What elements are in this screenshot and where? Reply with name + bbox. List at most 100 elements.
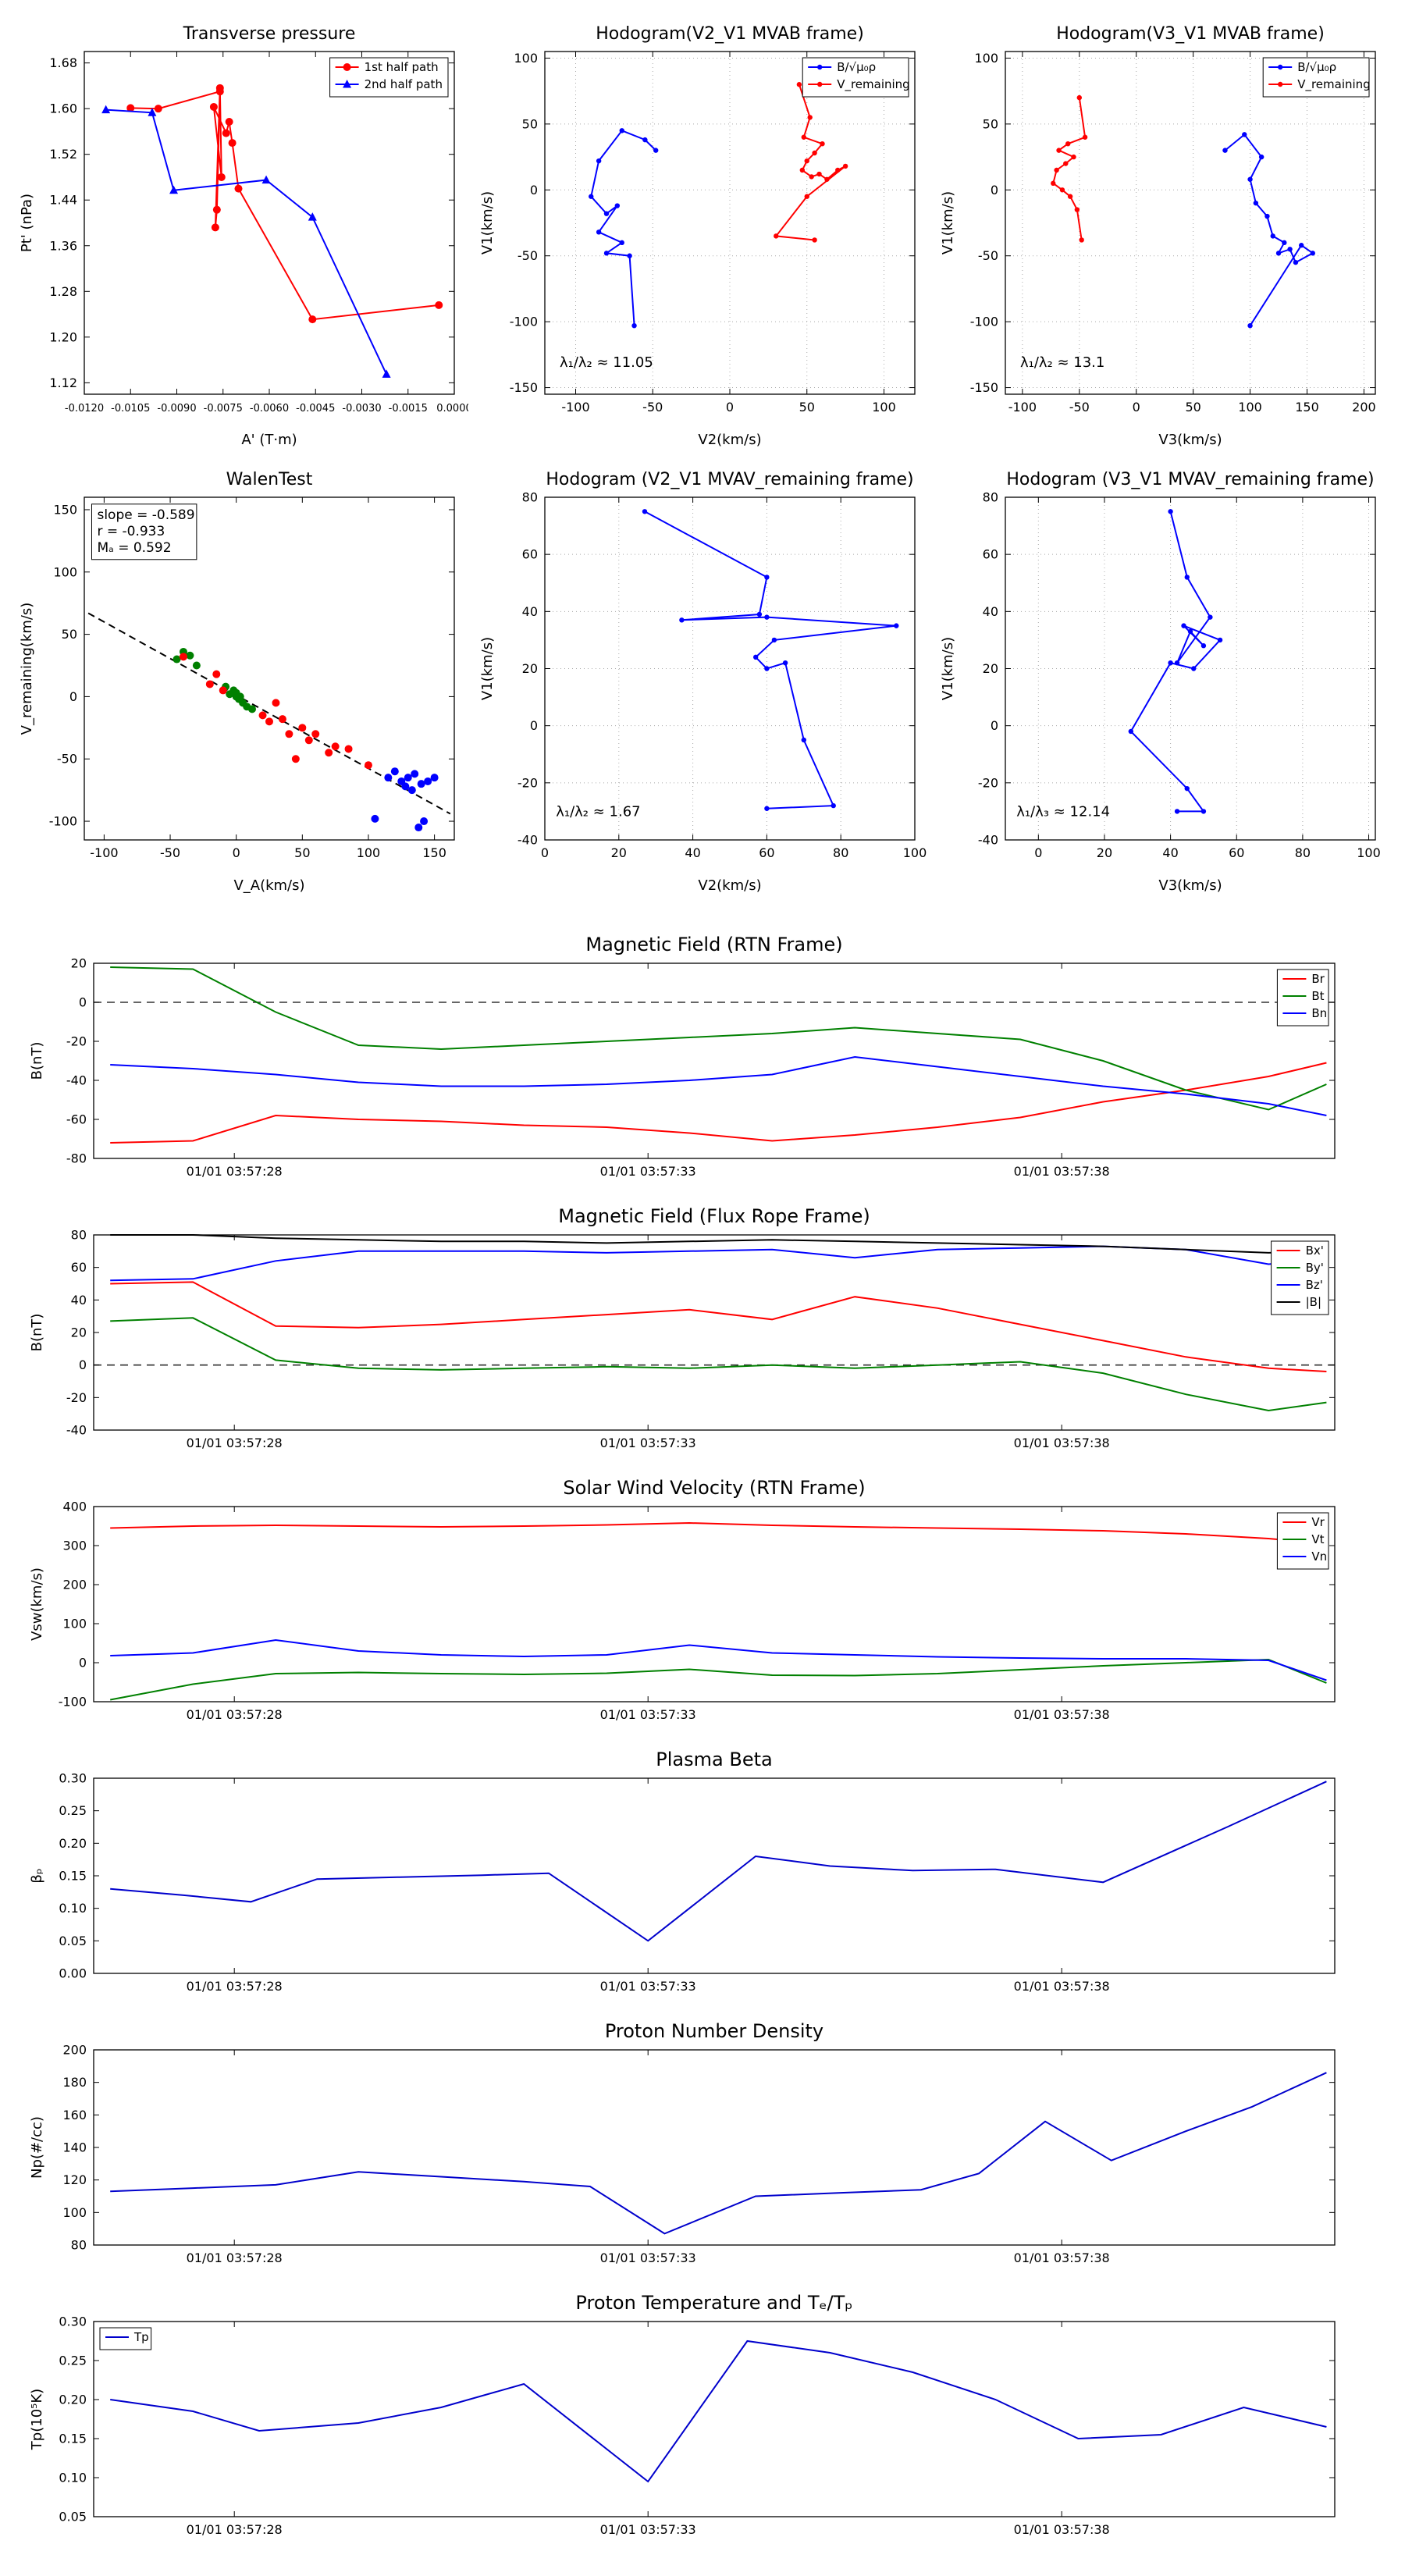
svg-text:-0.0045: -0.0045: [296, 403, 335, 415]
svg-text:100: 100: [514, 51, 538, 66]
svg-text:Vn: Vn: [1311, 1550, 1327, 1564]
svg-text:-50: -50: [57, 752, 77, 767]
svg-text:Tp: Tp: [133, 2330, 149, 2344]
hodogram-v3-v1-mvab-chart: -100 -50 0 50 100 150 200 -150 -100 -50 0 50 100 Hodo…: [937, 14, 1389, 455]
svg-text:-80: -80: [66, 1151, 87, 1166]
svg-text:Transverse pressure: Transverse pressure: [183, 24, 356, 44]
svg-text:Vr: Vr: [1311, 1515, 1325, 1529]
svg-text:60: 60: [1229, 845, 1244, 860]
svg-text:WalenTest: WalenTest: [226, 470, 313, 489]
svg-text:Plasma Beta: Plasma Beta: [656, 1749, 772, 1770]
svg-text:40: 40: [522, 604, 538, 619]
svg-text:0.20: 0.20: [59, 2393, 87, 2407]
svg-text:V2(km/s): V2(km/s): [698, 877, 761, 894]
svg-text:20: 20: [71, 956, 87, 971]
svg-text:0: 0: [79, 1656, 87, 1670]
svg-text:0.30: 0.30: [59, 2314, 87, 2329]
svg-text:-100: -100: [970, 315, 998, 329]
svg-text:-0.0075: -0.0075: [204, 403, 243, 415]
svg-text:-40: -40: [66, 1423, 87, 1438]
svg-text:120: 120: [62, 2172, 87, 2187]
svg-text:0.15: 0.15: [59, 2432, 87, 2446]
svg-text:Mₐ = 0.592: Mₐ = 0.592: [97, 540, 171, 556]
svg-text:B(nT): B(nT): [29, 1042, 45, 1080]
svg-text:-50: -50: [978, 248, 998, 263]
svg-text:1.28: 1.28: [49, 284, 77, 299]
svg-text:-20: -20: [66, 1034, 87, 1049]
svg-text:50: 50: [522, 116, 538, 131]
svg-text:200: 200: [62, 2043, 87, 2058]
svg-text:Tp(10⁵K): Tp(10⁵K): [29, 2389, 45, 2450]
svg-text:150: 150: [422, 845, 446, 860]
svg-text:100: 100: [1357, 845, 1381, 860]
svg-text:200: 200: [1352, 400, 1376, 415]
svg-text:V3(km/s): V3(km/s): [1158, 877, 1222, 894]
svg-text:01/01 03:57:28: 01/01 03:57:28: [187, 1164, 283, 1179]
svg-text:100: 100: [62, 2205, 87, 2220]
svg-text:140: 140: [62, 2140, 87, 2155]
svg-text:λ₁/λ₂ ≈ 13.1: λ₁/λ₂ ≈ 13.1: [1020, 354, 1104, 371]
svg-text:60: 60: [759, 845, 774, 860]
svg-text:Solar Wind Velocity (RTN Frame: Solar Wind Velocity (RTN Frame): [563, 1477, 865, 1499]
svg-text:20: 20: [611, 845, 627, 860]
svg-text:01/01 03:57:28: 01/01 03:57:28: [187, 2250, 283, 2265]
svg-text:0.0000: 0.0000: [436, 403, 468, 415]
proton-temperature-panel: 01/01 03:57:28 01/01 03:57:33 01/01 03:57:…: [20, 2287, 1378, 2553]
svg-text:01/01 03:57:38: 01/01 03:57:38: [1014, 1164, 1110, 1179]
svg-text:λ₁/λ₃ ≈ 12.14: λ₁/λ₃ ≈ 12.14: [1016, 803, 1110, 820]
svg-text:100: 100: [357, 845, 381, 860]
svg-text:V_remaining: V_remaining: [837, 77, 910, 92]
svg-text:180: 180: [62, 2075, 87, 2090]
svg-text:200: 200: [62, 1578, 87, 1592]
svg-text:2nd half path: 2nd half path: [365, 77, 443, 91]
svg-text:1.44: 1.44: [49, 193, 77, 208]
svg-text:0.10: 0.10: [59, 2471, 87, 2485]
svg-text:B/√μ₀ρ: B/√μ₀ρ: [1297, 60, 1336, 74]
svg-text:80: 80: [522, 490, 538, 505]
svg-text:40: 40: [71, 1293, 87, 1308]
solar-wind-velocity-panel: 01/01 03:57:28 01/01 03:57:33 01/01 03:57:…: [20, 1472, 1378, 1738]
svg-text:-40: -40: [66, 1073, 87, 1088]
svg-text:-40: -40: [978, 833, 998, 848]
svg-text:-40: -40: [518, 833, 538, 848]
svg-text:-60: -60: [66, 1112, 87, 1127]
svg-text:60: 60: [522, 547, 538, 562]
svg-text:V_remaining: V_remaining: [1297, 77, 1371, 92]
svg-text:-0.0120: -0.0120: [65, 403, 104, 415]
svg-text:Proton Temperature and Tₑ/Tₚ: Proton Temperature and Tₑ/Tₚ: [575, 2292, 852, 2314]
svg-text:01/01 03:57:38: 01/01 03:57:38: [1014, 1436, 1110, 1450]
svg-text:Hodogram (V2_V1 MVAV_remaining: Hodogram (V2_V1 MVAV_remaining frame): [546, 470, 913, 489]
svg-text:150: 150: [53, 502, 77, 517]
svg-text:Bx': Bx': [1306, 1244, 1324, 1258]
svg-text:01/01 03:57:33: 01/01 03:57:33: [600, 2250, 696, 2265]
svg-text:B/√μ₀ρ: B/√μ₀ρ: [837, 60, 876, 74]
subplot-row-2: -100 -50 0 50 100 150 -100 -50 0 50 100 150 WalenTes…: [0, 460, 1405, 901]
svg-text:Hodogram(V2_V1 MVAB frame): Hodogram(V2_V1 MVAB frame): [596, 24, 864, 44]
svg-text:160: 160: [62, 2108, 87, 2122]
svg-text:-100: -100: [49, 814, 77, 829]
svg-text:01/01 03:57:28: 01/01 03:57:28: [187, 1979, 283, 1994]
svg-text:Pt' (nPa): Pt' (nPa): [19, 194, 35, 252]
svg-text:0.10: 0.10: [59, 1901, 87, 1916]
svg-text:λ₁/λ₂ ≈ 1.67: λ₁/λ₂ ≈ 1.67: [556, 803, 640, 820]
svg-text:-50: -50: [160, 845, 180, 860]
svg-text:60: 60: [983, 547, 998, 562]
svg-text:r = -0.933: r = -0.933: [97, 524, 165, 539]
hodogram-v2-v1-mvab-chart: -100 -50 0 50 100 -150 -100 -50 0 50 100 Hodogram(V…: [476, 14, 929, 455]
svg-text:Bn: Bn: [1311, 1006, 1327, 1020]
svg-text:0: 0: [726, 400, 734, 415]
svg-text:50: 50: [62, 627, 77, 642]
svg-text:0.30: 0.30: [59, 1771, 87, 1786]
svg-text:01/01 03:57:33: 01/01 03:57:33: [600, 1164, 696, 1179]
hodogram-v3-v1-mvav-chart: 0 20 40 60 80 100 -40 -20 0 20 40 60 80 Hodogram (V3_…: [937, 460, 1389, 901]
svg-text:V1(km/s): V1(km/s): [940, 637, 956, 700]
svg-text:1.52: 1.52: [49, 147, 77, 162]
svg-text:Bz': Bz': [1306, 1278, 1323, 1292]
magnetic-field-flux-rope-panel: 01/01 03:57:28 01/01 03:57:33 01/01 03:57:…: [20, 1201, 1378, 1466]
svg-text:Magnetic Field (Flux Rope Fram: Magnetic Field (Flux Rope Frame): [558, 1205, 870, 1227]
svg-text:0: 0: [1133, 400, 1140, 415]
plasma-beta-panel: 01/01 03:57:28 01/01 03:57:33 01/01 03:57:…: [20, 1744, 1378, 2009]
svg-text:0.25: 0.25: [59, 2354, 87, 2368]
svg-text:80: 80: [71, 1228, 87, 1243]
